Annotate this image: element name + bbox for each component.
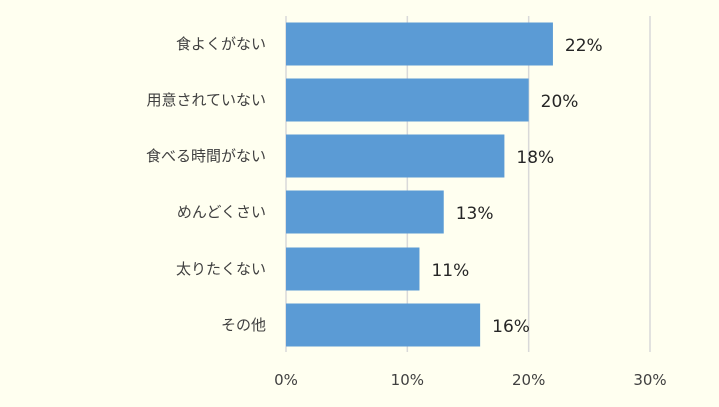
bar bbox=[286, 22, 553, 66]
category-label: その他 bbox=[221, 316, 266, 334]
bars bbox=[286, 22, 553, 347]
data-label: 22% bbox=[565, 36, 603, 56]
category-label: めんどくさい bbox=[177, 203, 266, 221]
category-label: 食べる時間がない bbox=[146, 147, 266, 165]
x-tick-label: 30% bbox=[633, 371, 666, 389]
bar bbox=[286, 78, 529, 122]
bar bbox=[286, 134, 505, 178]
bar bbox=[286, 190, 444, 234]
x-tick-label: 0% bbox=[274, 371, 298, 389]
bar bbox=[286, 247, 420, 291]
x-tick-label: 20% bbox=[512, 371, 545, 389]
data-label: 11% bbox=[431, 261, 469, 281]
labels: 0% 10% 20% 30% 食よくがない 22% 用意されていない 20% 食べる時間がない 1… bbox=[146, 35, 667, 389]
category-label: 太りたくない bbox=[176, 260, 266, 278]
data-label: 18% bbox=[516, 148, 554, 168]
bar bbox=[286, 303, 481, 347]
gridlines bbox=[285, 16, 651, 352]
x-tick-label: 10% bbox=[391, 371, 424, 389]
data-label: 13% bbox=[456, 204, 494, 224]
category-label: 食よくがない bbox=[176, 35, 266, 53]
data-label: 20% bbox=[541, 92, 579, 112]
data-label: 16% bbox=[492, 317, 530, 337]
category-label: 用意されていない bbox=[146, 91, 266, 109]
